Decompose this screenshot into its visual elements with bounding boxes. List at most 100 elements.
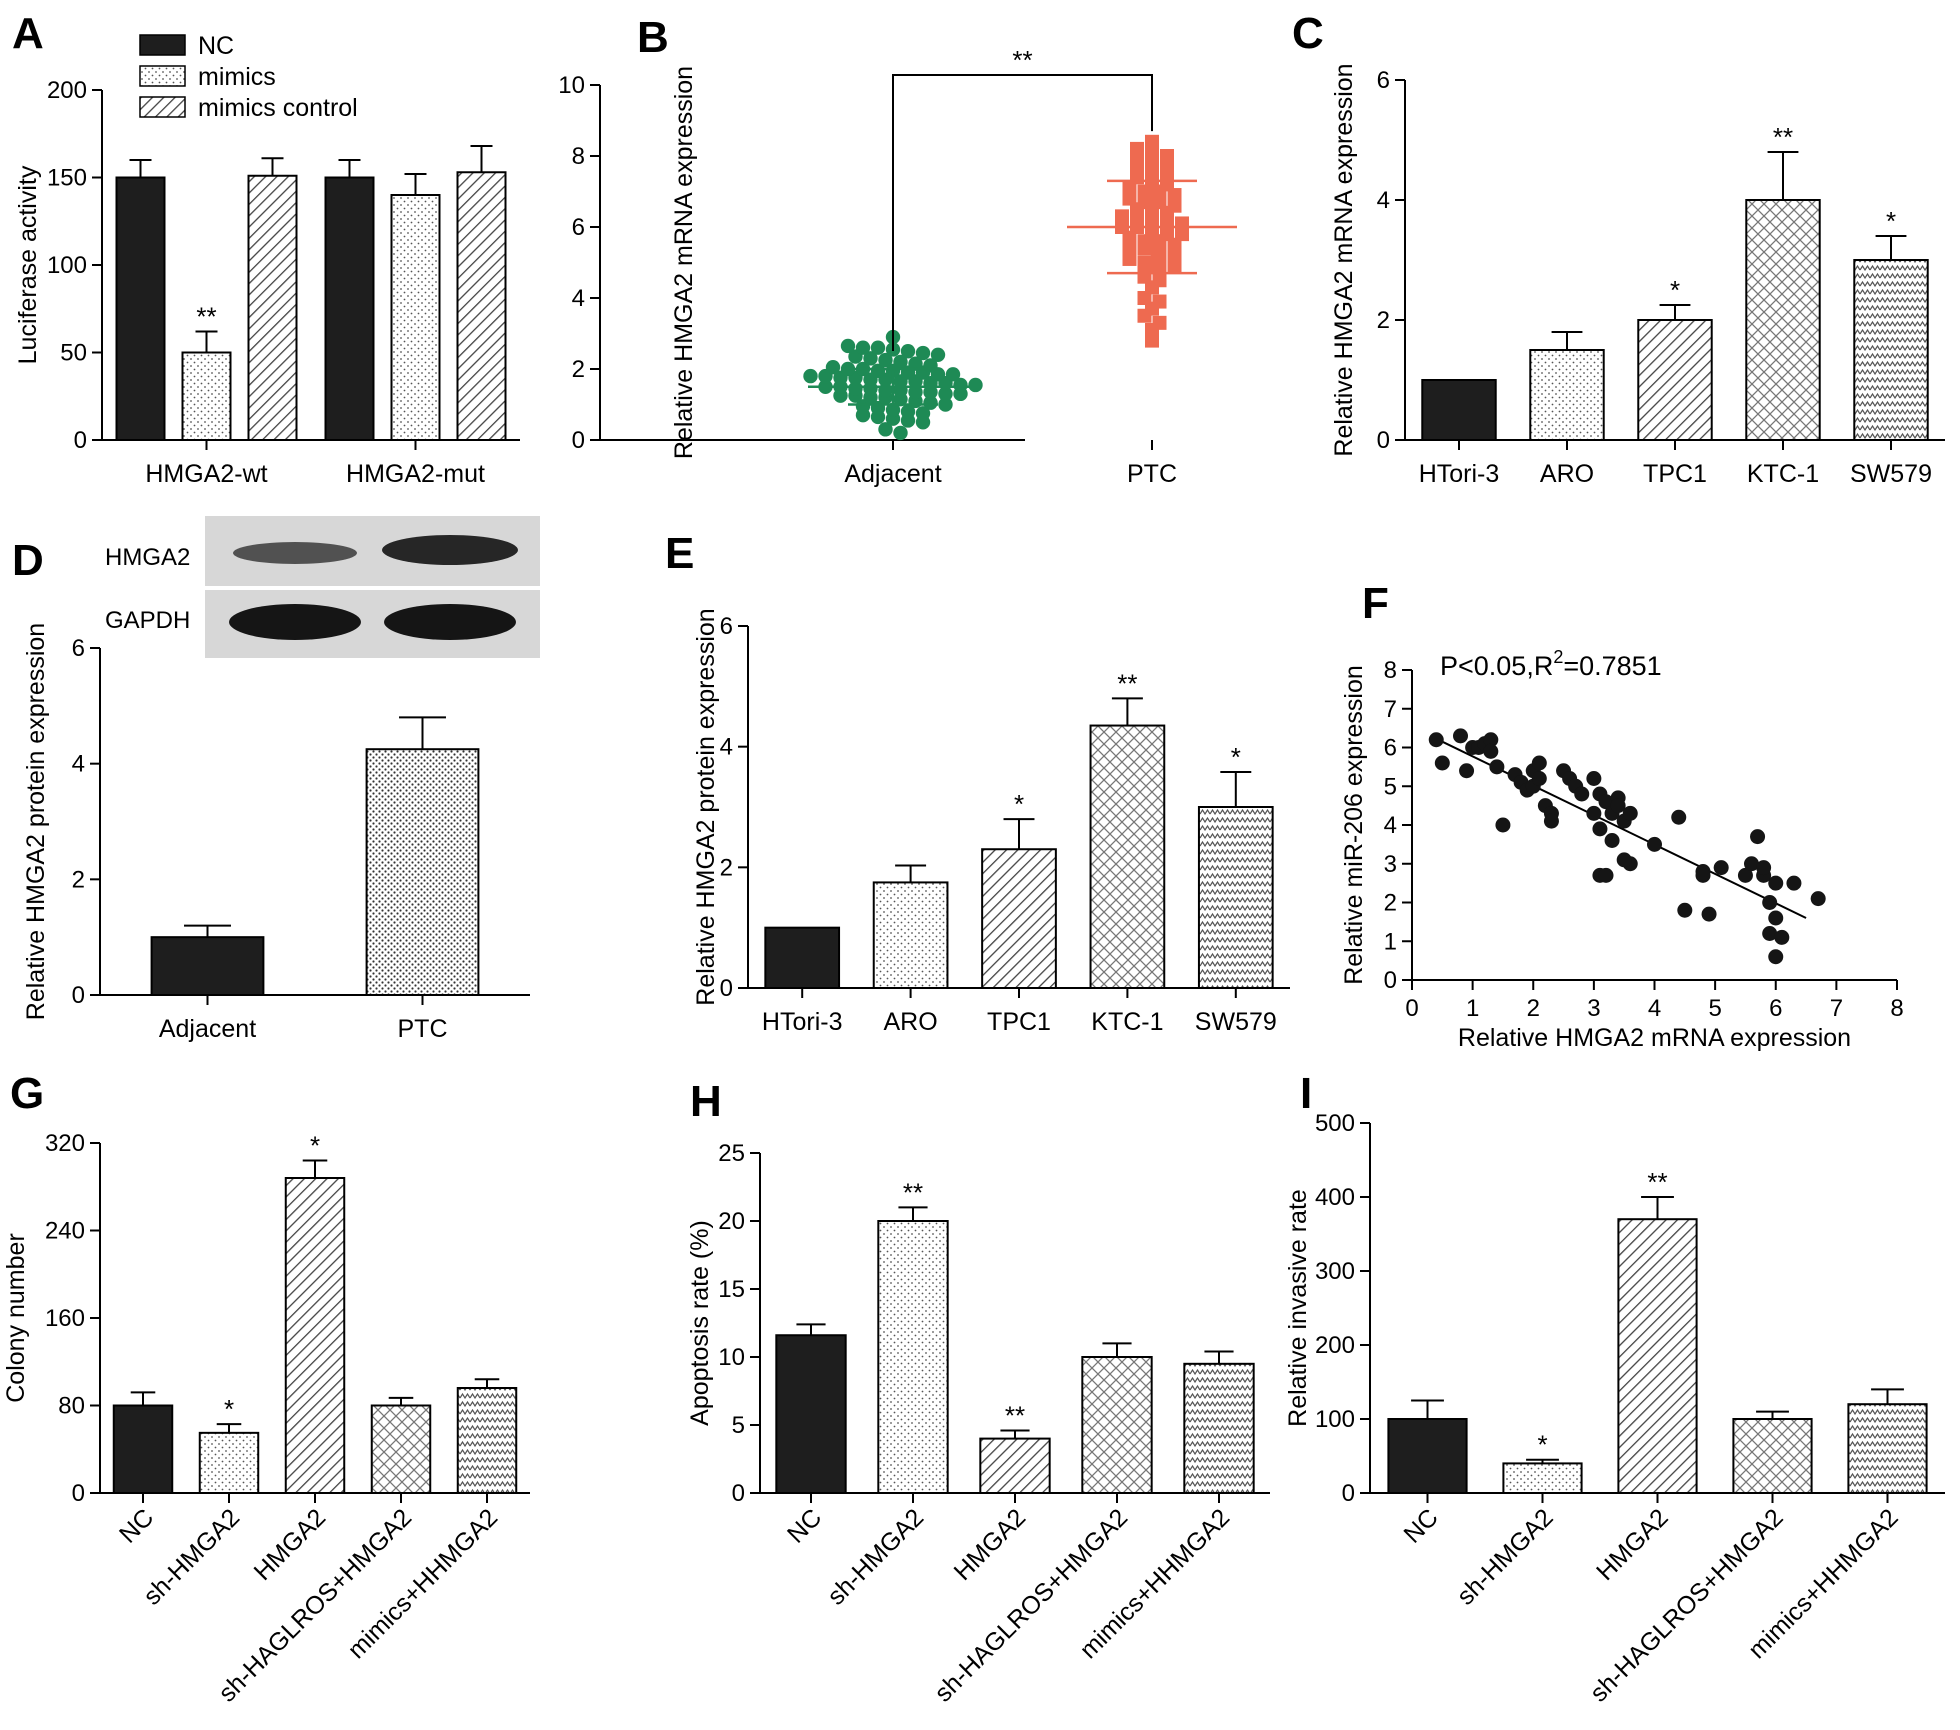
panel-a-bar-mimics — [390, 194, 441, 441]
panel-d-y-tick-label: 6 — [72, 635, 85, 662]
panel-b-point-ptc — [1152, 195, 1167, 210]
panel-f-x-tick-label: 7 — [1830, 995, 1843, 1022]
panel-e-y-tick-label: 0 — [720, 975, 733, 1002]
panel-h-category-label: NC — [782, 1503, 827, 1548]
panel-b-point-ptc — [1152, 315, 1167, 330]
panel-f-point — [1483, 732, 1499, 748]
panel-f-point — [1489, 759, 1505, 775]
panel-a-y-tick-label: 0 — [74, 427, 87, 454]
panel-d-y-axis-label: Relative HMGA2 protein expression — [22, 623, 50, 1020]
panel-b-category-label: PTC — [1127, 460, 1177, 488]
panel-i-y-tick-label: 400 — [1315, 1184, 1355, 1211]
panel-f-point — [1762, 895, 1778, 910]
panel-f-point — [1768, 875, 1784, 891]
panel-b-point-ptc — [1167, 248, 1182, 263]
panel-i-bar-4 — [1847, 1403, 1928, 1494]
panel-g-y-tick-label: 320 — [45, 1130, 85, 1157]
panel-f-y-tick-label: 0 — [1384, 967, 1397, 994]
panel-b-point-adjacent — [848, 381, 863, 396]
panel-e-category-label: ARO — [884, 1008, 938, 1036]
panel-b-point-ptc — [1160, 227, 1174, 242]
panel-c-bar-4 — [1853, 259, 1929, 441]
panel-a-bar-nc — [115, 176, 166, 441]
panel-b-point-adjacent — [803, 368, 818, 384]
panel-h-y-tick-label: 10 — [718, 1344, 745, 1371]
panel-i-category-label: NC — [1398, 1503, 1443, 1548]
panel-f-y-tick-label: 2 — [1384, 890, 1397, 917]
panel-e-bar-1 — [872, 881, 949, 990]
panel-h-bar-2 — [979, 1437, 1051, 1494]
panel-f-point — [1810, 891, 1826, 907]
panel-c-category-label: TPC1 — [1643, 460, 1707, 488]
panel-e-category-label: TPC1 — [987, 1008, 1051, 1036]
panel-b-point-ptc — [1137, 234, 1152, 249]
panel-f-point — [1598, 867, 1614, 883]
panel-f-point — [1713, 860, 1729, 876]
panel-b-point-adjacent — [885, 402, 901, 418]
panel-b-point-adjacent — [953, 377, 968, 393]
panel-g-bar-4 — [456, 1387, 518, 1494]
panel-f-x-tick-label: 8 — [1890, 995, 1903, 1022]
panel-a-bar-mimics-control — [247, 174, 298, 441]
panel-c-category-label: SW579 — [1850, 460, 1932, 488]
panel-a-y-tick-label: 50 — [60, 340, 87, 367]
panel-d-category-label: Adjacent — [159, 1015, 256, 1043]
panel-i-bar-2 — [1617, 1218, 1698, 1494]
panel-c-y-tick-label: 0 — [1377, 427, 1390, 454]
panel-b-point-ptc — [1137, 291, 1152, 305]
panel-f-y-tick-label: 5 — [1384, 773, 1397, 800]
panel-f-point — [1677, 902, 1693, 918]
panel-i-category-label: HMGA2 — [1591, 1503, 1674, 1586]
panel-f-x-tick-label: 0 — [1405, 995, 1418, 1022]
blot-label-gapdh: GAPDH — [105, 607, 190, 634]
panel-i-y-tick-label: 500 — [1315, 1110, 1355, 1137]
panel-d-bar-0 — [150, 936, 265, 997]
panel-h-category-label: sh-HAGLROS+HMGA2 — [929, 1503, 1133, 1707]
panel-b-significance-bracket — [892, 74, 1153, 351]
panel-e-bar-2 — [981, 848, 1057, 989]
panel-b-point-ptc — [1122, 191, 1137, 206]
panel-h-y-tick-label: 0 — [732, 1480, 745, 1507]
panel-f-x-tick-label: 3 — [1587, 995, 1600, 1022]
panel-f-point — [1762, 926, 1778, 941]
panel-d-y-tick-label: 0 — [72, 982, 85, 1009]
panel-g-y-tick-label: 80 — [58, 1393, 85, 1420]
panel-b-point-adjacent — [840, 338, 856, 354]
panel-h-bar-0 — [775, 1334, 847, 1494]
panel-b-point-ptc — [1175, 227, 1189, 242]
panel-f-point — [1604, 833, 1620, 848]
panel-g-y-tick-label: 160 — [45, 1305, 85, 1332]
panel-g-y-tick-label: 0 — [72, 1480, 85, 1507]
panel-b-point-adjacent — [938, 386, 953, 402]
panel-f-point — [1647, 836, 1662, 852]
panel-e-bar-0 — [764, 926, 841, 990]
panel-c-significance-label: ** — [1773, 122, 1793, 152]
panel-c-significance-label: * — [1670, 275, 1680, 305]
panel-g-bar-0 — [112, 1404, 174, 1494]
panel-b-y-tick-label: 6 — [572, 214, 585, 241]
panel-b-point-ptc — [1160, 149, 1174, 163]
panel-c-category-label: ARO — [1540, 460, 1594, 488]
panel-b-y-tick-label: 8 — [572, 143, 585, 170]
panel-f-point — [1592, 821, 1608, 837]
panel-f-point — [1695, 867, 1711, 883]
panel-h-y-tick-label: 25 — [718, 1140, 745, 1167]
panel-e-bar-4 — [1197, 806, 1274, 989]
panel-b-point-adjacent — [930, 347, 946, 362]
panel-b-point-ptc — [1167, 188, 1182, 203]
panel-f-point — [1531, 771, 1547, 786]
panel-g-y-tick-label: 240 — [45, 1218, 85, 1245]
panel-b-y-axis-label: Relative HMGA2 mRNA expression — [670, 66, 698, 459]
panel-f-point — [1671, 809, 1687, 825]
panel-h-significance-label: ** — [903, 1177, 923, 1207]
panel-c-bar-1 — [1529, 349, 1605, 441]
panel-letter-E: E — [665, 529, 694, 578]
panel-b-point-adjacent — [938, 397, 953, 412]
panel-a-bar-mimics-control — [456, 171, 507, 441]
panel-a-y-axis-label: Luciferase activity — [14, 165, 42, 364]
panel-b-point-ptc — [1130, 152, 1144, 167]
panel-c-y-tick-label: 2 — [1377, 307, 1390, 334]
panel-b-point-adjacent — [908, 356, 923, 371]
panel-d-y-tick-label: 4 — [72, 751, 85, 778]
panel-letter-H: H — [690, 1077, 722, 1126]
